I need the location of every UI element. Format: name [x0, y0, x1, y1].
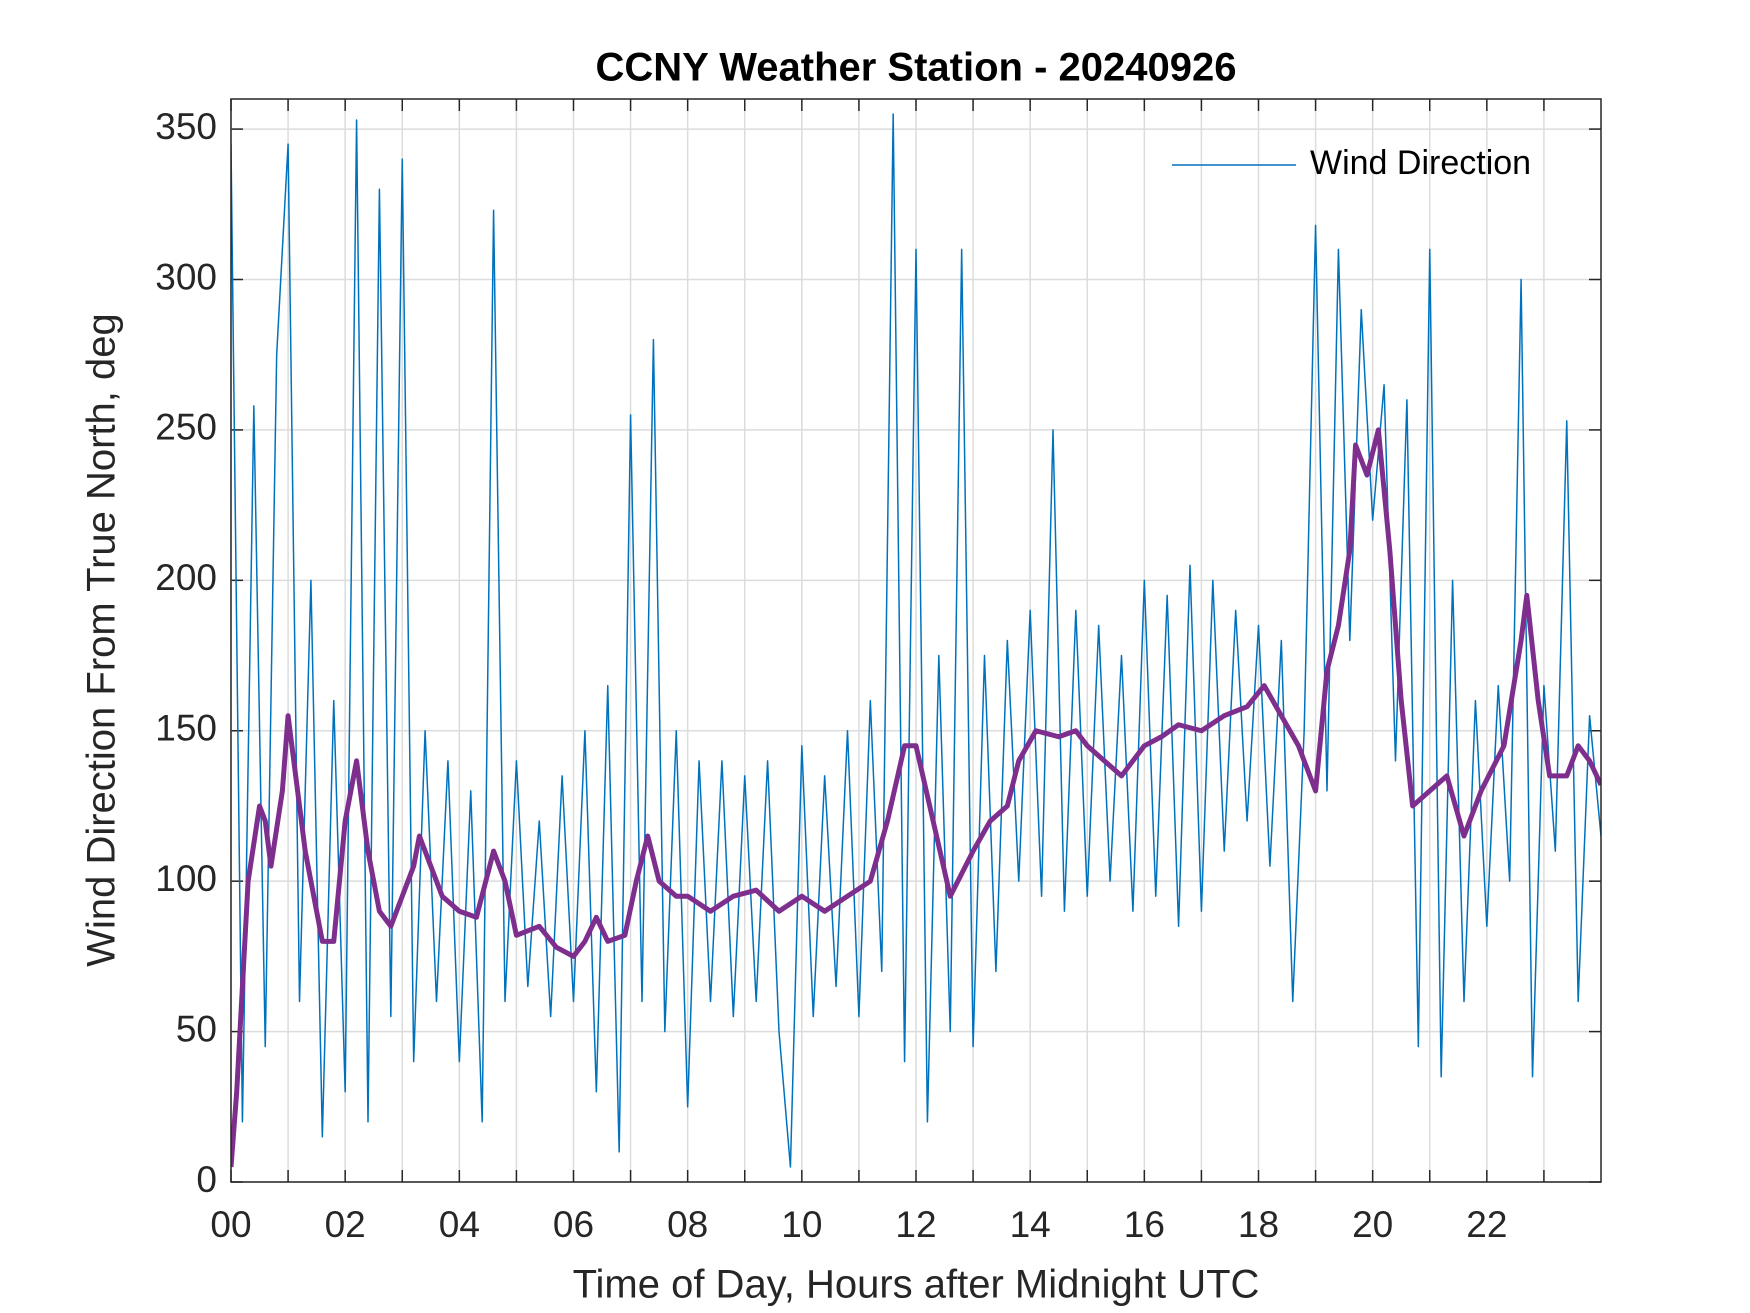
x-tick-label: 06	[553, 1204, 594, 1245]
x-tick-label: 12	[895, 1204, 936, 1245]
y-tick-label: 150	[155, 708, 217, 749]
x-tick-label: 16	[1124, 1204, 1165, 1245]
x-tick-label: 10	[781, 1204, 822, 1245]
data-line	[231, 427, 1601, 1168]
legend-label: Wind Direction	[1310, 144, 1531, 182]
x-tick-label: 18	[1238, 1204, 1279, 1245]
y-tick-label: 250	[155, 407, 217, 448]
x-tick-label: 20	[1352, 1204, 1393, 1245]
y-tick-label: 350	[155, 106, 217, 147]
x-tick-label: 22	[1466, 1204, 1507, 1245]
x-tick-label: 04	[439, 1204, 480, 1245]
x-tick-label: 02	[325, 1204, 366, 1245]
x-axis-label: Time of Day, Hours after Midnight UTC	[573, 1263, 1260, 1307]
x-tick-label: 08	[667, 1204, 708, 1245]
x-tick-label: 00	[210, 1204, 251, 1245]
y-tick-label: 200	[155, 557, 217, 598]
y-tick-label: 300	[155, 256, 217, 297]
y-axis-label: Wind Direction From True North, deg	[80, 313, 124, 967]
y-tick-label: 0	[196, 1159, 217, 1200]
x-tick-label: 14	[1010, 1204, 1051, 1245]
y-tick-label: 100	[155, 858, 217, 899]
chart-title: CCNY Weather Station - 20240926	[596, 46, 1237, 90]
y-tick-label: 50	[176, 1008, 217, 1049]
data-line	[231, 113, 1601, 1168]
axes-frame	[230, 98, 1602, 1183]
